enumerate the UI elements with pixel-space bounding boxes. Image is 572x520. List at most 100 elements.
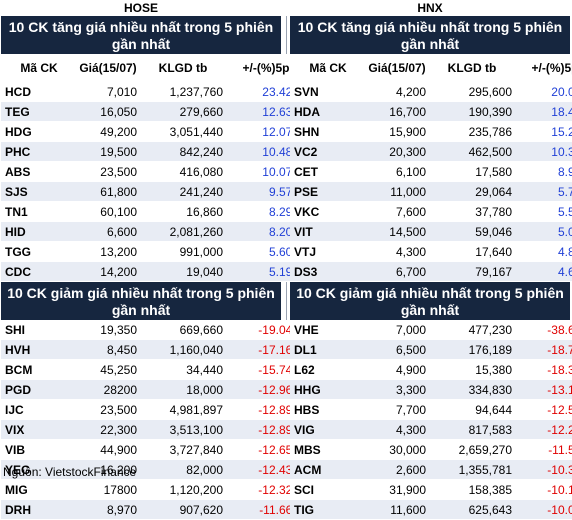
price-cell: 13,200	[76, 241, 140, 262]
table-row: ABS 23,500 416,080 10.07%	[1, 161, 307, 182]
price-cell: 3,300	[365, 379, 429, 400]
table-row: TEG 16,050 279,660 12.63%	[1, 101, 307, 122]
column-header: +/-(%)5p	[515, 54, 572, 82]
ticker-cell: TGG	[1, 241, 76, 262]
hnx-panel: 10 CK tăng giá nhiều nhất trong 5 phiên …	[290, 16, 572, 520]
ticker-cell: PSE	[290, 181, 365, 202]
table-row: DRH 8,970 907,620 -11.66%	[1, 499, 307, 520]
volume-cell: 158,385	[429, 479, 515, 500]
table-row: HCD 7,010 1,237,760 23.42%	[1, 81, 307, 102]
price-cell: 60,100	[76, 201, 140, 222]
volume-cell: 17,580	[429, 161, 515, 182]
ticker-cell: HCD	[1, 81, 76, 102]
ticker-cell: VIX	[1, 419, 76, 440]
price-cell: 16,700	[365, 101, 429, 122]
volume-cell: 18,000	[140, 379, 226, 400]
table-row: MIG 17800 1,120,200 -12.32%	[1, 479, 307, 500]
ticker-cell: VIB	[1, 439, 76, 460]
ticker-cell: HVH	[1, 339, 76, 360]
price-cell: 2,600	[365, 459, 429, 480]
price-cell: 22,300	[76, 419, 140, 440]
column-header: Mã CK	[290, 54, 365, 82]
price-cell: 19,500	[76, 141, 140, 162]
price-cell: 19,350	[76, 320, 140, 340]
table-row: TN1 60,100 16,860 8.29%	[1, 201, 307, 222]
change-cell: -11.50%	[515, 439, 572, 460]
change-cell: 5.07%	[515, 221, 572, 242]
volume-cell: 991,000	[140, 241, 226, 262]
change-cell: -10.14%	[515, 479, 572, 500]
price-cell: 16,200	[76, 459, 140, 480]
ticker-cell: SJS	[1, 181, 76, 202]
hnx-losers-table: VHE7,000477,230-38.60%DL16,500176,189-18…	[290, 320, 572, 520]
ticker-cell: HDA	[290, 101, 365, 122]
ticker-cell: VKC	[290, 201, 365, 222]
hose-losers-header: 10 CK giảm giá nhiều nhất trong 5 phiên …	[1, 282, 281, 320]
table-row: CDC 14,200 19,040 5.19%	[1, 261, 307, 282]
ticker-cell: DL1	[290, 339, 365, 360]
ticker-cell: TN1	[1, 201, 76, 222]
price-cell: 14,200	[76, 261, 140, 282]
ticker-cell: SHI	[1, 320, 76, 340]
price-cell: 4,300	[365, 419, 429, 440]
ticker-cell: PGD	[1, 379, 76, 400]
price-cell: 4,200	[365, 81, 429, 102]
change-cell: 4.69%	[515, 261, 572, 282]
ticker-cell: SCI	[290, 479, 365, 500]
change-cell: -18.75%	[515, 339, 572, 360]
column-header: Mã CK	[1, 54, 76, 82]
ticker-cell: YEG	[1, 459, 76, 480]
ticker-cell: ABS	[1, 161, 76, 182]
ticker-cell: CDC	[1, 261, 76, 282]
volume-cell: 17,640	[429, 241, 515, 262]
volume-cell: 462,500	[429, 141, 515, 162]
ticker-cell: MIG	[1, 479, 76, 500]
price-cell: 11,600	[365, 499, 429, 520]
change-cell: 9.57%	[226, 181, 307, 202]
volume-cell: 3,513,100	[140, 419, 226, 440]
price-cell: 16,050	[76, 101, 140, 122]
volume-cell: 295,600	[429, 81, 515, 102]
volume-cell: 2,659,270	[429, 439, 515, 460]
change-cell: 10.07%	[226, 161, 307, 182]
change-cell: 4.88%	[515, 241, 572, 262]
change-cell: 5.56%	[515, 201, 572, 222]
volume-cell: 79,167	[429, 261, 515, 282]
volume-cell: 176,189	[429, 339, 515, 360]
table-row: BCM 45,250 34,440 -15.74%	[1, 359, 307, 380]
volume-cell: 37,780	[429, 201, 515, 222]
price-cell: 7,000	[365, 320, 429, 340]
hose-panel: 10 CK tăng giá nhiều nhất trong 5 phiên …	[1, 16, 307, 520]
price-cell: 7,600	[365, 201, 429, 222]
ticker-cell: DRH	[1, 499, 76, 520]
change-cell: 8.93%	[515, 161, 572, 182]
column-header: KLGD tb	[140, 54, 226, 82]
change-cell: 8.20%	[226, 221, 307, 242]
price-cell: 6,500	[365, 339, 429, 360]
volume-cell: 241,240	[140, 181, 226, 202]
volume-cell: 3,727,840	[140, 439, 226, 460]
change-cell: -10.34%	[515, 459, 572, 480]
price-cell: 7,700	[365, 399, 429, 420]
table-row: HDG 49,200 3,051,440 12.07%	[1, 121, 307, 142]
ticker-cell: VC2	[290, 141, 365, 162]
price-cell: 20,300	[365, 141, 429, 162]
price-cell: 14,500	[365, 221, 429, 242]
volume-cell: 842,240	[140, 141, 226, 162]
hnx-losers-header: 10 CK giảm giá nhiều nhất trong 5 phiên …	[290, 282, 570, 320]
volume-cell: 477,230	[429, 320, 515, 340]
volume-cell: 279,660	[140, 101, 226, 122]
price-cell: 4,900	[365, 359, 429, 380]
